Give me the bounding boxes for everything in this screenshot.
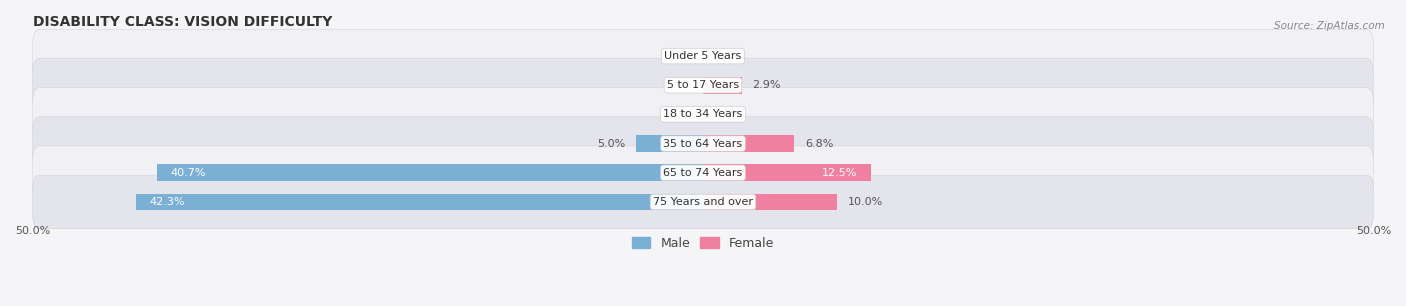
Text: 2.9%: 2.9% [752,80,782,90]
FancyBboxPatch shape [32,88,1374,141]
Text: 75 Years and over: 75 Years and over [652,197,754,207]
Text: 0.0%: 0.0% [714,51,742,61]
Text: 5.0%: 5.0% [598,139,626,149]
Text: 0.0%: 0.0% [664,80,692,90]
Bar [703,77,742,94]
Text: Source: ZipAtlas.com: Source: ZipAtlas.com [1274,21,1385,32]
Text: 35 to 64 Years: 35 to 64 Years [664,139,742,149]
Bar [703,135,794,152]
Bar [136,193,703,211]
Text: DISABILITY CLASS: VISION DIFFICULTY: DISABILITY CLASS: VISION DIFFICULTY [32,15,332,29]
FancyBboxPatch shape [32,175,1374,229]
Text: 0.0%: 0.0% [664,51,692,61]
Text: 42.3%: 42.3% [149,197,184,207]
Bar [703,164,870,181]
FancyBboxPatch shape [32,58,1374,112]
Text: 0.0%: 0.0% [714,110,742,119]
Text: 12.5%: 12.5% [823,168,858,178]
FancyBboxPatch shape [32,29,1374,83]
Bar [636,135,703,152]
FancyBboxPatch shape [32,117,1374,170]
Legend: Male, Female: Male, Female [627,232,779,255]
Bar [157,164,703,181]
Text: 65 to 74 Years: 65 to 74 Years [664,168,742,178]
FancyBboxPatch shape [32,146,1374,200]
Text: Under 5 Years: Under 5 Years [665,51,741,61]
Text: 18 to 34 Years: 18 to 34 Years [664,110,742,119]
Text: 6.8%: 6.8% [804,139,834,149]
Text: 5 to 17 Years: 5 to 17 Years [666,80,740,90]
Text: 40.7%: 40.7% [170,168,207,178]
Text: 10.0%: 10.0% [848,197,883,207]
Text: 0.0%: 0.0% [664,110,692,119]
Bar [703,193,837,211]
